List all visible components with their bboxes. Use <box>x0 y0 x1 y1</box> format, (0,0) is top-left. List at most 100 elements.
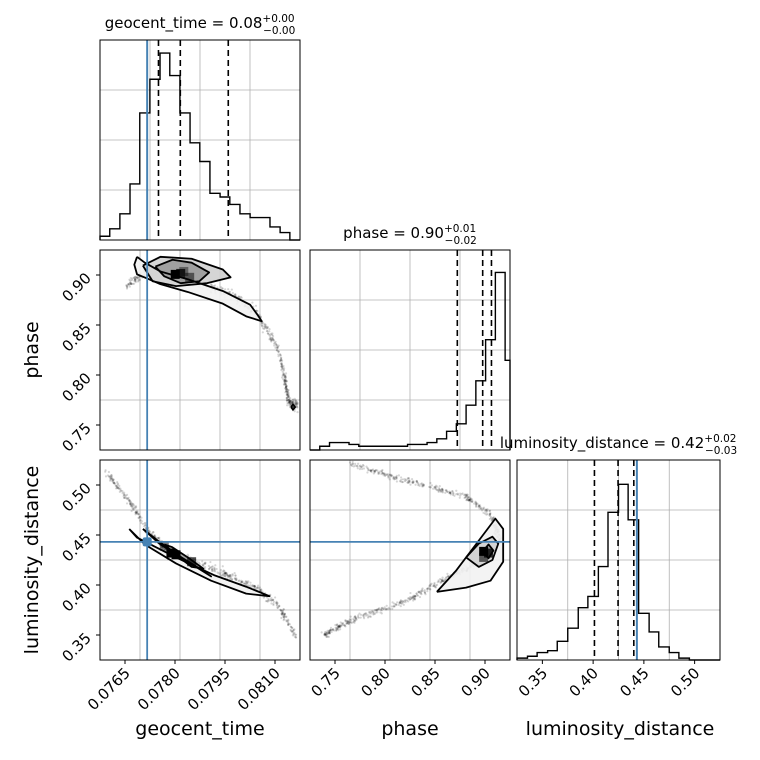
phase-vs-geocent_time-sample <box>127 283 130 286</box>
phase-vs-geocent_time-sample <box>224 288 227 291</box>
luminosity_distance-vs-phase-sample <box>393 476 396 480</box>
luminosity_distance-vs-phase-sample <box>381 472 384 475</box>
luminosity_distance-vs-geocent_time-sample <box>287 623 290 627</box>
phase-vs-geocent_time-sample <box>286 390 289 393</box>
phase-vs-geocent_time-ytick-label: 0.90 <box>58 269 94 305</box>
phase-vs-geocent_time-sample <box>269 336 272 340</box>
phase-vs-geocent_time-sample <box>275 343 279 347</box>
luminosity_distance-vs-phase-sample <box>347 622 350 625</box>
luminosity_distance-vs-phase-sample <box>403 480 407 483</box>
luminosity_distance-vs-phase-sample <box>401 480 404 484</box>
phase-vs-geocent_time-sample <box>283 380 286 383</box>
phase-vs-geocent_time-sample <box>275 349 279 352</box>
luminosity_distance-vs-phase-sample <box>446 572 449 576</box>
luminosity_distance-vs-geocent_time-sample <box>275 600 278 603</box>
phase-vs-geocent_time-sample <box>125 284 128 287</box>
luminosity_distance-vs-geocent_time-sample <box>109 478 112 481</box>
luminosity_distance-vs-phase-sample <box>348 621 351 624</box>
luminosity_distance-vs-geocent_time-sample <box>139 518 142 522</box>
luminosity_distance-vs-phase-sample <box>444 491 447 494</box>
luminosity_distance-vs-phase-sample <box>379 470 382 473</box>
luminosity_distance-vs-phase-sample <box>463 494 466 497</box>
luminosity_distance-vs-geocent_time-sample <box>158 537 161 540</box>
luminosity_distance-vs-phase-sample <box>325 631 328 635</box>
luminosity_distance-vs-phase-sample <box>368 615 372 618</box>
phase-vs-geocent_time-sample <box>239 295 242 299</box>
luminosity_distance-vs-phase-sample <box>339 628 342 631</box>
luminosity_distance-vs-phase-sample <box>377 472 380 475</box>
phase-vs-geocent_time-sample <box>280 358 283 361</box>
luminosity_distance-vs-geocent_time-sample <box>225 573 228 577</box>
luminosity_distance-vs-geocent_time-sample <box>144 523 147 527</box>
luminosity_distance-vs-phase-sample <box>356 615 360 618</box>
luminosity_distance-vs-phase-sample <box>345 622 348 625</box>
luminosity_distance-vs-geocent_time-sample <box>131 502 134 505</box>
luminosity_distance-vs-phase-sample <box>471 499 474 502</box>
luminosity_distance-vs-phase-sample <box>375 469 378 472</box>
phase-vs-geocent_time-sample <box>134 277 137 281</box>
luminosity_distance-vs-geocent_time-sample <box>290 630 294 633</box>
luminosity_distance-vs-phase-sample <box>468 498 471 502</box>
luminosity_distance-vs-geocent_time-sample <box>134 511 137 514</box>
luminosity_distance-vs-phase-sample <box>371 611 374 614</box>
luminosity_distance-vs-phase-sample <box>337 625 341 628</box>
luminosity_distance-vs-phase-xtick-label: 0.85 <box>407 664 443 700</box>
luminosity_distance-vs-phase-sample <box>328 630 331 634</box>
luminosity_distance-vs-phase-sample <box>475 505 478 508</box>
luminosity_distance-vs-phase-sample <box>415 481 419 484</box>
phase-vs-geocent_time-sample <box>260 322 263 325</box>
luminosity_distance-vs-phase-sample <box>378 607 381 610</box>
luminosity_distance-vs-phase-sample <box>446 490 449 494</box>
phase-vs-geocent_time-sample <box>285 388 288 391</box>
luminosity_distance-vs-geocent_time-sample <box>143 522 146 525</box>
luminosity_distance-vs-phase-sample <box>381 471 384 475</box>
luminosity_distance-vs-phase-sample <box>320 631 323 634</box>
phase-vs-geocent_time-sample <box>285 380 288 383</box>
phase-vs-geocent_time-sample <box>264 325 268 328</box>
luminosity_distance-vs-phase-sample <box>437 487 441 490</box>
luminosity_distance-vs-phase-sample <box>466 495 470 498</box>
luminosity_distance-vs-geocent_time-sample <box>112 478 115 481</box>
phase-vs-geocent_time-sample <box>284 388 288 391</box>
luminosity_distance-vs-phase-sample <box>373 469 376 473</box>
luminosity_distance-vs-phase-sample <box>452 491 455 494</box>
luminosity_distance-vs-geocent_time-sample <box>230 575 233 578</box>
luminosity_distance-vs-phase-sample <box>377 472 381 475</box>
phase-vs-geocent_time-sample <box>228 290 232 294</box>
luminosity_distance-vs-geocent_time-sample <box>227 574 230 578</box>
luminosity_distance-vs-phase-sample <box>453 494 456 497</box>
luminosity_distance-vs-phase-sample <box>345 622 348 625</box>
luminosity_distance-vs-phase-sample <box>469 496 472 500</box>
luminosity_distance-vs-geocent_time-sample <box>104 469 107 472</box>
luminosity_distance-vs-geocent_time-sample <box>135 511 138 515</box>
luminosity_distance-hist-xtick-label: 0.40 <box>566 664 602 700</box>
phase-vs-geocent_time-sample <box>281 367 284 370</box>
luminosity_distance-vs-phase-sample <box>429 588 432 591</box>
luminosity_distance-vs-phase-sample <box>446 490 449 493</box>
phase-vs-geocent_time-sample <box>284 372 288 375</box>
luminosity_distance-vs-phase-sample <box>418 591 421 594</box>
luminosity_distance-vs-phase-sample <box>385 473 388 477</box>
luminosity_distance-vs-phase-sample <box>329 629 332 632</box>
luminosity_distance-vs-phase-sample <box>327 632 331 635</box>
luminosity_distance-vs-geocent_time-sample <box>117 487 120 490</box>
phase-vs-geocent_time-sample <box>284 387 287 390</box>
luminosity_distance-vs-phase-sample <box>384 607 387 611</box>
luminosity_distance-vs-geocent_time-sample <box>138 515 141 518</box>
phase-vs-geocent_time-sample <box>261 321 264 324</box>
phase-vs-geocent_time-sample <box>128 281 132 285</box>
luminosity_distance-vs-geocent_time-sample <box>122 495 125 498</box>
luminosity_distance-vs-geocent_time-sample <box>278 605 281 608</box>
luminosity_distance-vs-geocent_time-sample <box>287 621 290 624</box>
luminosity_distance-vs-phase-sample <box>405 599 409 602</box>
luminosity_distance-vs-geocent_time-sample <box>275 604 279 607</box>
luminosity_distance-vs-phase-sample <box>392 605 396 608</box>
phase-vs-geocent_time-density-core-1 <box>176 268 186 278</box>
luminosity_distance-vs-geocent_time-sample <box>130 505 133 508</box>
luminosity_distance-vs-phase-sample <box>481 507 484 510</box>
luminosity_distance-vs-phase-sample <box>434 484 438 487</box>
luminosity_distance-vs-phase-sample <box>419 591 423 594</box>
luminosity_distance-vs-phase-sample <box>337 625 340 629</box>
luminosity_distance-vs-phase-content <box>310 460 510 638</box>
luminosity_distance-vs-phase-sample <box>369 469 372 472</box>
